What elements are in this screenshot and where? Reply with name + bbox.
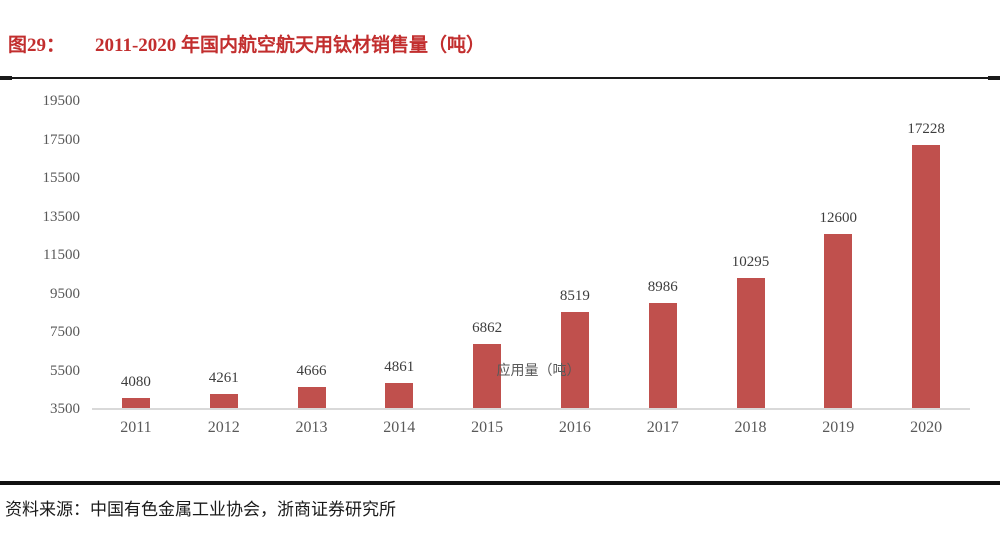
bottom-divider <box>0 481 1000 485</box>
bar <box>824 233 853 409</box>
bar <box>121 397 150 409</box>
bar <box>648 303 677 409</box>
figure-title: 2011-2020 年国内航空航天用钛材销售量（吨） <box>95 35 486 56</box>
x-axis-category-label: 2012 <box>207 419 240 436</box>
bar-value-label: 6862 <box>472 320 503 337</box>
x-axis-category-label: 2016 <box>558 419 591 436</box>
bar-value-label: 10295 <box>731 254 770 271</box>
bar-value-label: 4861 <box>384 358 415 375</box>
y-axis-tick-label: 11500 <box>43 247 80 263</box>
bar-value-label: 4666 <box>296 362 327 379</box>
bar-chart: 3500 5500 7500 9500 11500 13500 15500 17500 1950… <box>0 88 1000 466</box>
legend-label: 应用量（吨） <box>496 364 581 379</box>
bar-value-label: 4261 <box>208 370 239 387</box>
source-text: 中国有色金属工业协会，浙商证券研究所 <box>90 500 396 519</box>
source-line: 资料来源：中国有色金属工业协会，浙商证券研究所 <box>5 495 995 520</box>
x-axis-category-label: 2013 <box>295 419 328 436</box>
x-axis-category-label: 2020 <box>910 419 943 436</box>
top-divider-right-cap <box>988 76 1000 80</box>
bar <box>473 344 502 409</box>
top-divider-left-cap <box>0 76 12 80</box>
y-axis-tick-label: 13500 <box>42 208 81 225</box>
y-axis-tick-label: 5500 <box>50 362 80 379</box>
x-axis-category-label: 2011 <box>120 419 152 436</box>
top-divider <box>0 77 1000 79</box>
y-axis-tick-label: 19500 <box>42 93 81 109</box>
y-axis-tick-label: 17500 <box>42 131 81 148</box>
x-axis-category-label: 2018 <box>734 419 767 436</box>
y-axis-tick-label: 9500 <box>50 285 80 302</box>
bar <box>912 144 941 409</box>
figure-title-row: 图29： 2011-2020 年国内航空航天用钛材销售量（吨） <box>8 30 988 57</box>
bar <box>736 278 765 409</box>
y-axis-tick-label: 15500 <box>42 170 81 186</box>
bar-value-label: 17228 <box>907 120 945 137</box>
y-axis-tick-label: 3500 <box>50 401 80 417</box>
source-prefix: 资料来源： <box>5 500 90 519</box>
x-axis-category-label: 2019 <box>822 419 855 436</box>
y-axis-tick-label: 7500 <box>50 324 80 340</box>
bar <box>385 382 414 409</box>
x-axis-line <box>92 408 970 410</box>
bar <box>209 394 238 409</box>
bar <box>560 312 589 409</box>
x-axis-category-label: 2014 <box>383 419 416 436</box>
figure-number-label: 图29： <box>8 35 66 56</box>
chart-legend: 应用量（吨） <box>92 360 970 380</box>
x-axis-category-label: 2017 <box>646 419 679 436</box>
bar-value-label: 8986 <box>647 279 678 296</box>
bar-value-label: 4080 <box>120 373 151 390</box>
x-axis-category-label: 2015 <box>471 419 504 436</box>
bar <box>297 386 326 409</box>
legend-marker-icon <box>481 364 493 376</box>
bar-value-label: 8519 <box>559 288 590 305</box>
bar-value-label: 12600 <box>819 209 858 226</box>
